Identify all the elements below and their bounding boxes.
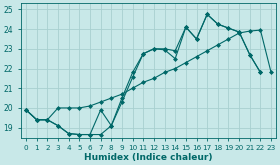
X-axis label: Humidex (Indice chaleur): Humidex (Indice chaleur): [84, 152, 213, 162]
